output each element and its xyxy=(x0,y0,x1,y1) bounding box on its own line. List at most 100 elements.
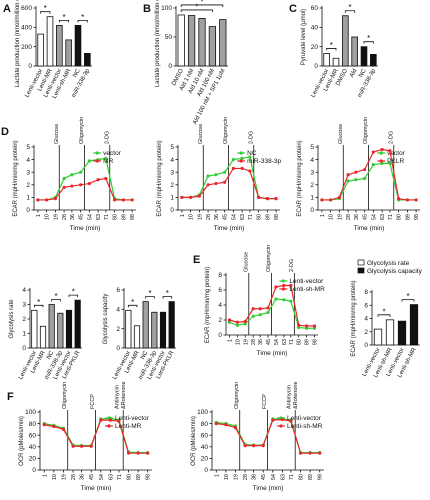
x-tick-label: 19 xyxy=(337,214,343,220)
x-axis-label: Time (min) xyxy=(214,225,245,232)
event-label: Antimycin xyxy=(287,385,293,409)
bar xyxy=(159,311,167,349)
significance-bracket xyxy=(33,304,44,308)
y-tick-label: 0 xyxy=(364,342,368,349)
legend-label: Lenti-vector xyxy=(289,278,324,285)
y-tick-label: 1 xyxy=(310,195,314,202)
legend-label: Glycolysis rate xyxy=(367,260,410,267)
data-point xyxy=(104,176,108,181)
data-point xyxy=(274,285,278,289)
x-tick-label: 28 xyxy=(346,214,352,220)
significance-bracket xyxy=(40,11,51,14)
data-point xyxy=(240,156,244,160)
event-label: Glucose xyxy=(54,124,60,144)
bar xyxy=(385,319,395,346)
data-point xyxy=(223,170,227,174)
data-point xyxy=(243,444,247,448)
bar xyxy=(48,304,55,349)
y-tick-label: 5 xyxy=(310,144,314,151)
y-axis-label: Glycolysis rate xyxy=(9,299,15,339)
event-label: Glucose xyxy=(243,252,249,272)
bar xyxy=(198,18,206,67)
data-point xyxy=(258,313,262,317)
data-point xyxy=(62,176,66,181)
x-tick-label: 28 xyxy=(251,339,257,345)
data-point xyxy=(248,169,252,173)
data-point xyxy=(280,417,284,422)
data-point xyxy=(354,170,358,174)
bar xyxy=(39,325,47,349)
y-tick-label: 60 xyxy=(201,432,209,439)
data-point xyxy=(126,451,131,455)
y-tick-label: 0 xyxy=(310,207,314,214)
bar xyxy=(31,309,38,349)
x-tick-label: 45 xyxy=(89,474,95,480)
data-point xyxy=(70,184,74,188)
y-tick-label: 0 xyxy=(116,345,120,352)
data-point xyxy=(298,451,303,455)
data-point xyxy=(320,198,324,202)
panel-letter: B xyxy=(143,3,151,15)
bar xyxy=(351,36,358,67)
legend-label: PKLR xyxy=(387,158,404,165)
data-point xyxy=(62,185,66,189)
x-tick-label: 80 xyxy=(127,474,133,480)
y-tick-label: 4 xyxy=(218,302,222,309)
event-label: Oligomycin xyxy=(223,117,229,144)
bar xyxy=(177,14,185,67)
x-tick-label: 54 xyxy=(371,214,377,220)
legend-label: Lenti-MR xyxy=(115,423,142,430)
x-tick-label: 98 xyxy=(274,214,280,220)
y-tick-label: 3 xyxy=(170,169,174,176)
significance-bracket xyxy=(344,10,356,13)
x-axis-label: Time (min) xyxy=(354,225,385,232)
data-point xyxy=(146,451,150,455)
y-axis-label: OCR (pMoles/min) xyxy=(191,416,197,466)
event-label: &Rotenone xyxy=(121,381,127,409)
data-point xyxy=(214,422,218,426)
y-tick-label: 8 xyxy=(364,289,368,296)
significance-bracket xyxy=(326,48,337,51)
x-tick-label: 1 xyxy=(228,339,234,342)
series-line xyxy=(181,167,277,200)
data-point xyxy=(282,283,286,288)
event-label: Glucose xyxy=(338,124,344,144)
x-tick-label: 54 xyxy=(87,214,93,220)
data-point xyxy=(235,320,239,324)
x-tick-label: 45 xyxy=(79,214,85,220)
data-point xyxy=(240,166,244,171)
x-tick-label: 19 xyxy=(53,214,59,220)
y-tick-label: 0 xyxy=(218,332,222,339)
event-label: 2-DG xyxy=(388,131,394,144)
event-label: Glucose xyxy=(198,124,204,144)
bar xyxy=(142,301,149,349)
data-point xyxy=(180,195,184,199)
legend-marker xyxy=(281,279,285,283)
data-point xyxy=(121,198,125,202)
significance-label: * xyxy=(330,41,333,50)
legend-label: Lenti-vector xyxy=(287,415,322,422)
legend-marker xyxy=(279,424,283,428)
data-point xyxy=(79,170,83,174)
x-tick-label: 98 xyxy=(146,474,152,480)
y-tick-label: 4 xyxy=(170,157,174,164)
y-tick-label: 5 xyxy=(26,144,30,151)
data-point xyxy=(312,326,317,330)
y-tick-label: 2 xyxy=(26,182,30,189)
significance-bracket xyxy=(162,296,173,299)
x-tick-label: 10 xyxy=(329,214,335,220)
x-tick-label: 89 xyxy=(265,214,271,220)
data-point xyxy=(363,176,367,181)
panel-letter: F xyxy=(7,391,14,403)
data-point xyxy=(257,195,261,199)
y-axis-label: ECAR (mpH/min/mg protein) xyxy=(157,140,163,216)
significance-bracket xyxy=(401,299,415,302)
y-tick-label: 0 xyxy=(204,467,208,474)
y-axis-label: Lactate production (nmol/million cells) xyxy=(155,0,161,87)
y-tick-label: 80 xyxy=(29,421,37,428)
bar xyxy=(219,19,227,67)
significance-bracket xyxy=(180,9,213,12)
data-point xyxy=(274,297,278,301)
y-axis-label: Lactate production (nmol/million cells) xyxy=(15,0,21,87)
